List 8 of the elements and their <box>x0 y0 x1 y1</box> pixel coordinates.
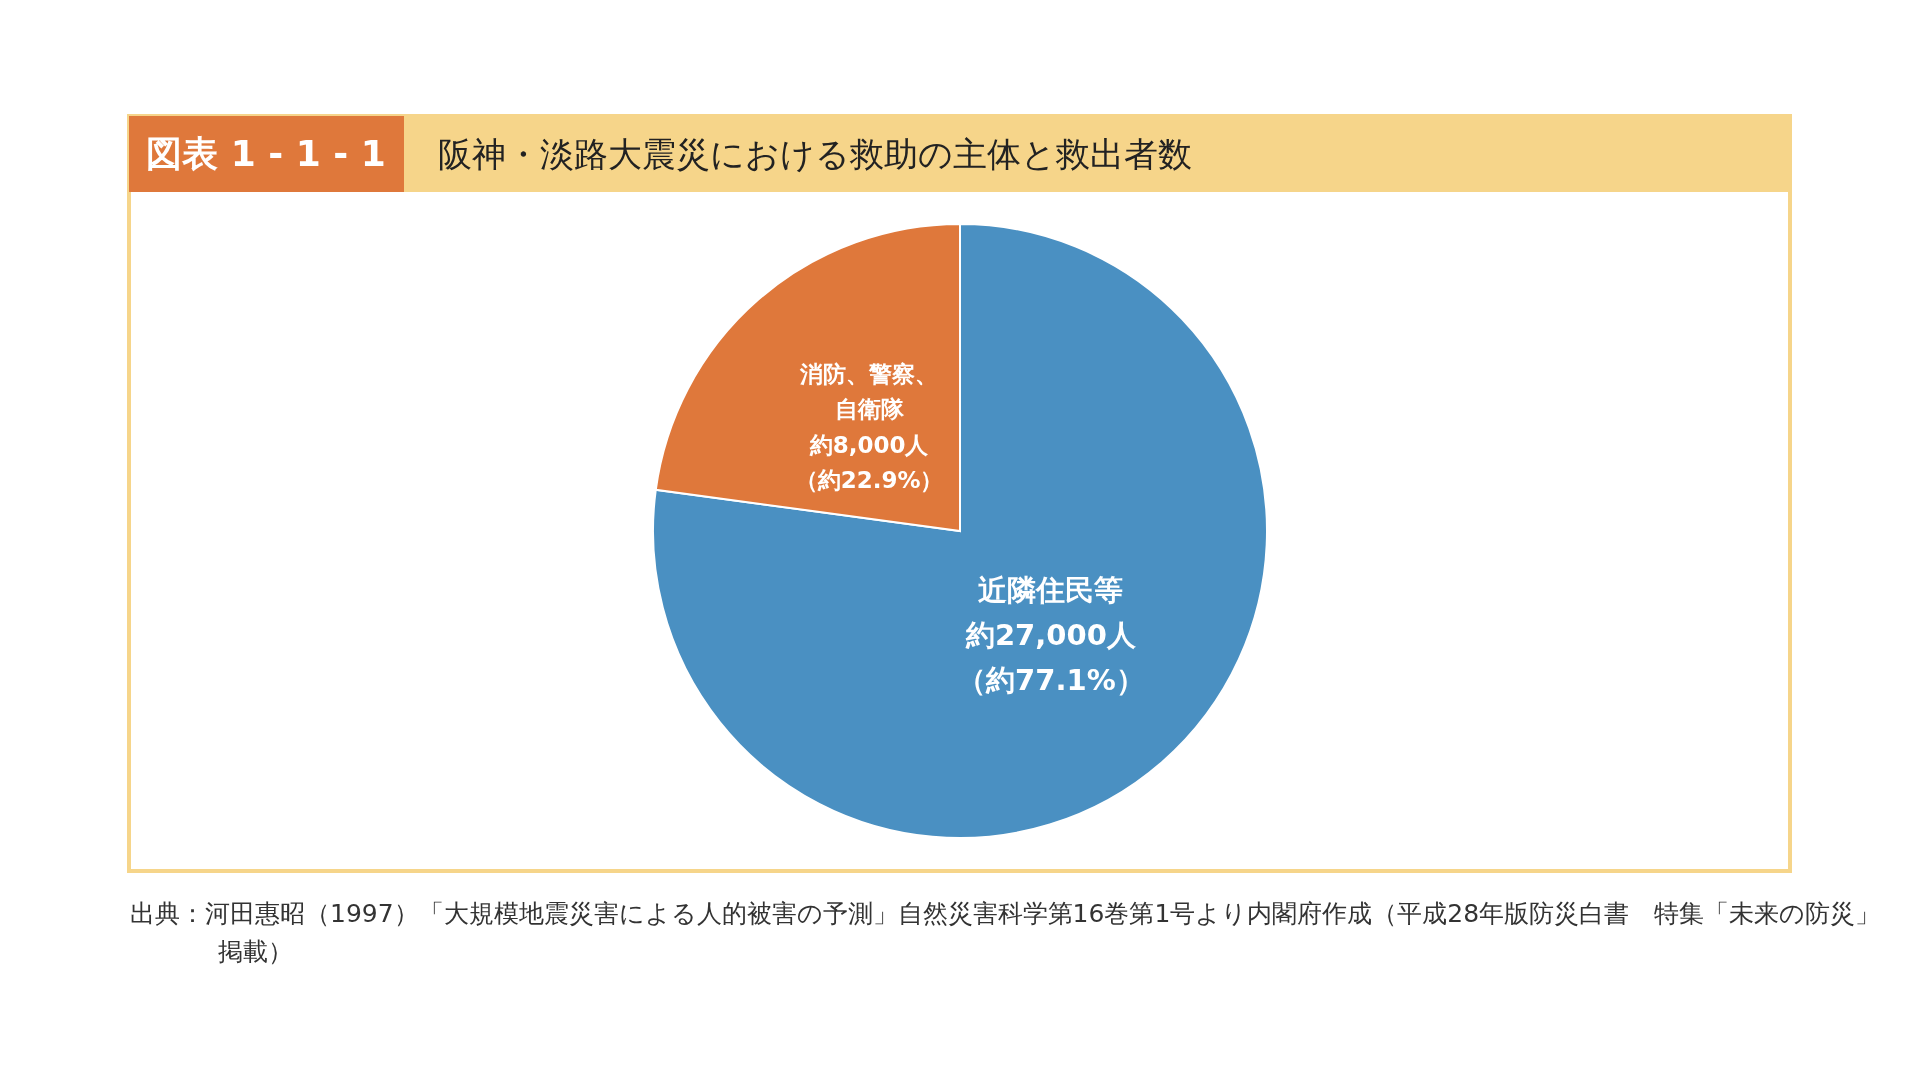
slice-label: 消防、警察、自衛隊 <box>799 360 939 423</box>
pie-slice <box>652 223 1268 839</box>
data-label: 約27,000人（約77.1%） <box>957 618 1145 698</box>
slice-label: 近隣住民等 <box>978 573 1124 608</box>
source-note: 出典：河田惠昭（1997）「大規模地震災害による人的被害の予測」自然災害科学第16巻第1号より内閣府作成（平成28年版防災白書 特集「未来の防災」掲載） <box>130 898 1882 968</box>
text: 図表 1 - 1 - 1 <box>146 133 386 174</box>
data-label: 約8,000人（約22.9%） <box>794 431 944 494</box>
chart-title: 阪神・淡路大震災における救助の主体と救出者数 <box>438 134 1192 174</box>
